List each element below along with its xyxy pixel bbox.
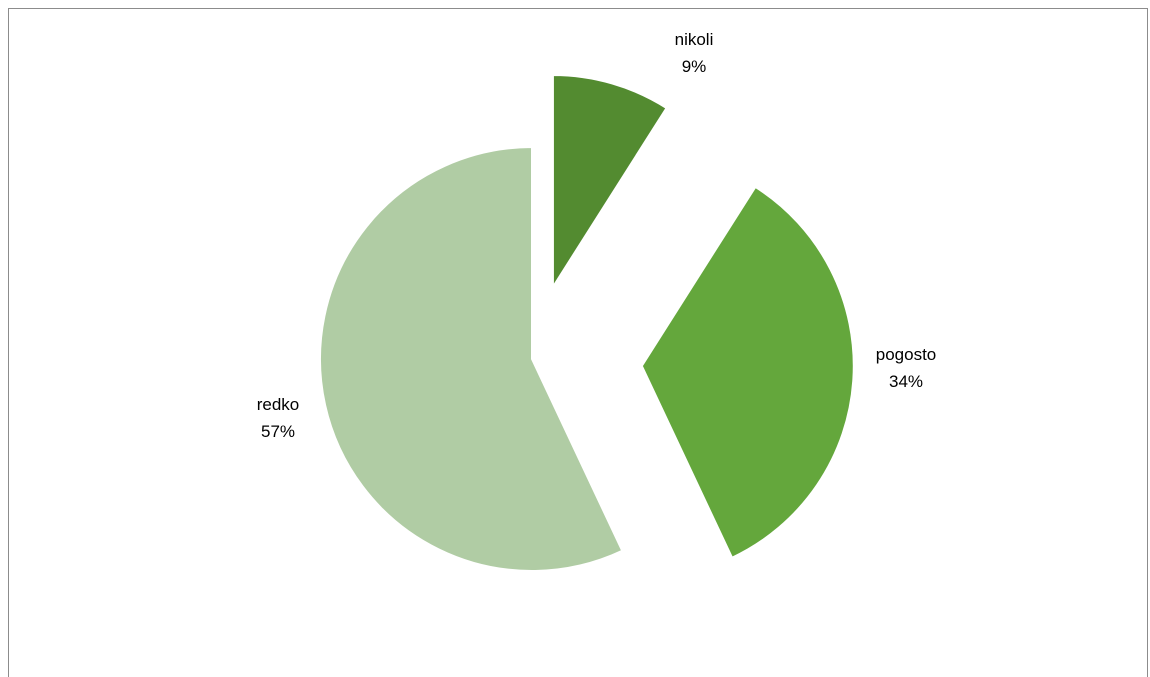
slice-label-redko: redko: [257, 395, 300, 414]
labels-layer: nikoli 9% pogosto 34% redko 57%: [257, 30, 937, 441]
slices-layer: [319, 73, 855, 572]
slice-percent-redko: 57%: [261, 422, 295, 441]
slice-label-nikoli: nikoli: [675, 30, 714, 49]
pie-slice-nikoli: [551, 73, 668, 291]
pie-slice-pogosto: [640, 185, 855, 560]
slice-label-pogosto: pogosto: [876, 345, 937, 364]
slice-percent-pogosto: 34%: [889, 372, 923, 391]
slice-percent-nikoli: 9%: [682, 57, 707, 76]
pie-slice-redko: [319, 145, 624, 572]
